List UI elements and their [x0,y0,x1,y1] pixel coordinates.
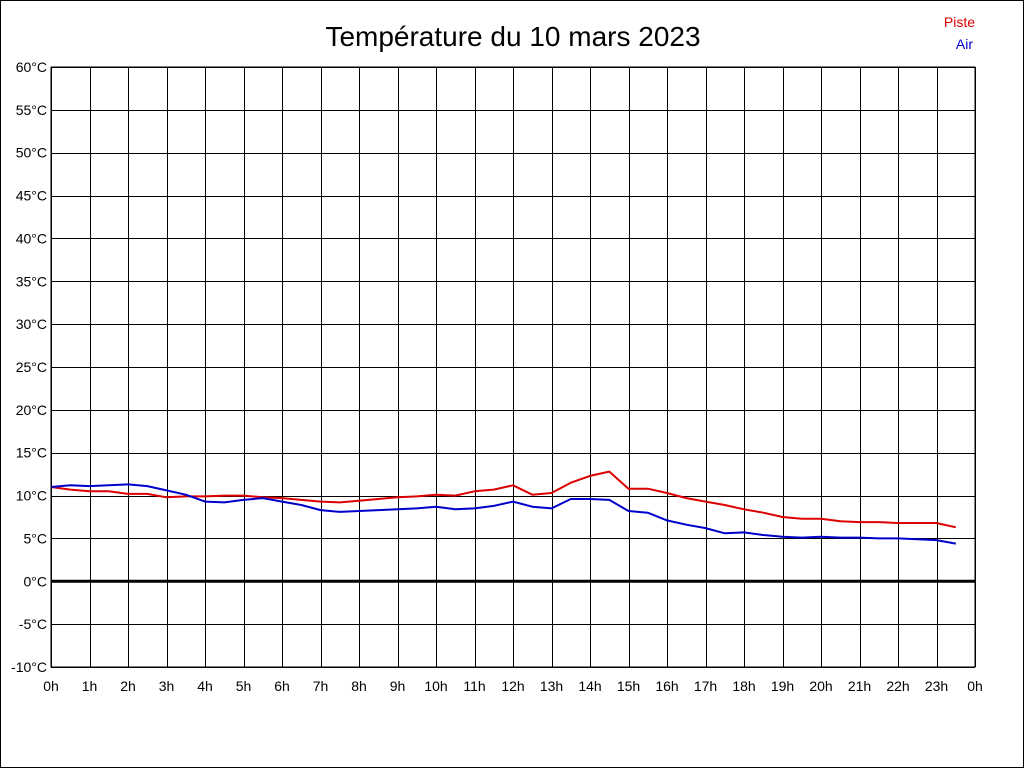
x-tick-label: 22h [886,678,909,694]
y-tick-label: -10°C [11,659,47,675]
y-tick-label: 30°C [16,316,47,332]
x-tick-label: 21h [848,678,871,694]
legend-entry-air: Air [956,36,973,52]
chart-title: Température du 10 mars 2023 [325,21,700,52]
x-tick-label: 1h [82,678,98,694]
y-tick-label: 35°C [16,273,47,289]
x-tick-label: 0h [967,678,983,694]
plot-area-border [50,66,976,668]
series-layer [50,470,957,545]
y-tick-label: 5°C [24,530,48,546]
y-tick-label: 45°C [16,188,47,204]
y-tick-label: 60°C [16,59,47,75]
x-tick-label: 5h [236,678,252,694]
x-tick-label: 23h [925,678,948,694]
x-tick-label: 11h [463,678,485,694]
y-tick-label: 25°C [16,359,47,375]
y-tick-label: 10°C [16,488,47,504]
x-tick-label: 2h [120,678,136,694]
y-tick-label: 40°C [16,230,47,246]
y-tick-label: 0°C [24,573,48,589]
x-tick-label: 12h [501,678,524,694]
series-line-piste [50,470,957,529]
y-tick-label: 50°C [16,145,47,161]
y-tick-label: 15°C [16,445,47,461]
x-tick-label: 19h [771,678,794,694]
legend: Piste Air [944,14,975,52]
legend-entry-piste: Piste [944,14,975,30]
x-tick-label: 10h [424,678,447,694]
x-axis-ticks: 0h 1h 2h 3h 4h 5h 6h 7h 8h 9h 10h 11h 12h 13h 14h 15h 16… [43,678,983,694]
x-tick-label: 6h [274,678,290,694]
x-tick-label: 16h [655,678,678,694]
x-tick-label: 20h [809,678,832,694]
y-tick-label: 55°C [16,102,47,118]
x-tick-label: 3h [159,678,175,694]
x-tick-label: 15h [617,678,640,694]
x-tick-label: 14h [578,678,601,694]
series-line-air [50,483,956,545]
y-tick-label: 20°C [16,402,47,418]
x-tick-label: 8h [351,678,367,694]
x-tick-label: 17h [694,678,717,694]
x-tick-label: 4h [197,678,213,694]
x-tick-label: 0h [43,678,59,694]
y-axis-ticks: -10°C -5°C 0°C 5°C 10°C 15°C 20°C 25°C 30°C 35°C 4… [11,59,47,675]
y-tick-label: -5°C [19,616,47,632]
x-tick-label: 9h [390,678,406,694]
grid [51,67,976,668]
x-tick-label: 13h [540,678,563,694]
x-tick-label: 18h [732,678,755,694]
x-tick-label: 7h [313,678,329,694]
